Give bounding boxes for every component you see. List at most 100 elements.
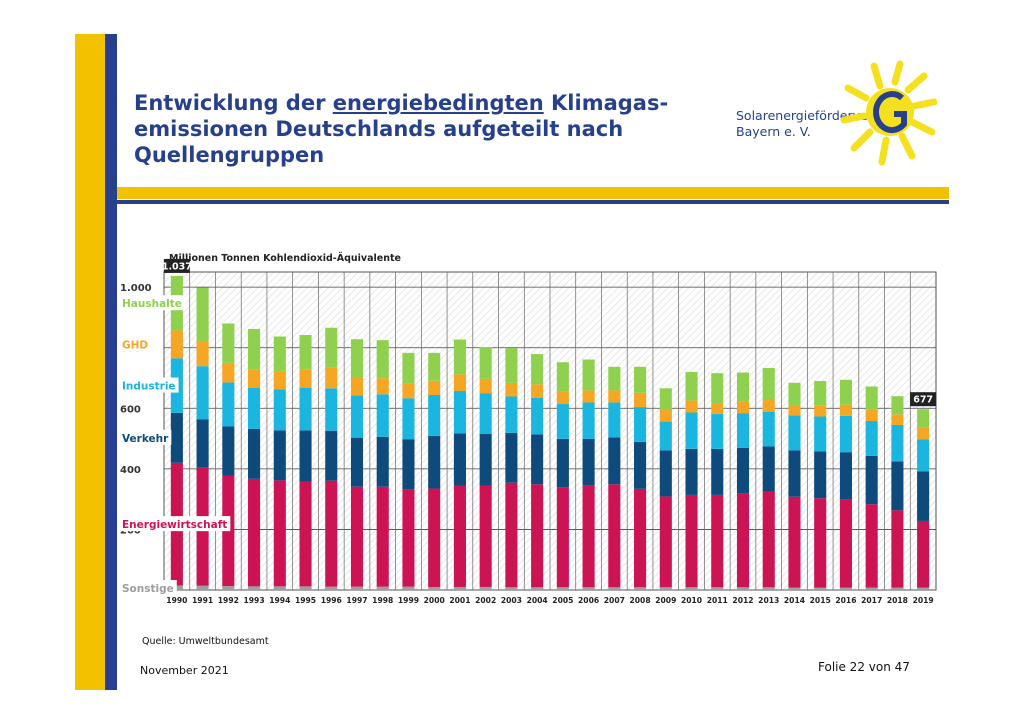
x-tick-label: 2015 [810, 596, 831, 605]
x-tick-label: 2005 [552, 596, 573, 605]
bar-segment-sonstige [376, 586, 389, 590]
x-tick-label: 2012 [732, 596, 753, 605]
bar-segment-verkehr [917, 471, 930, 521]
bar-segment-industrie [814, 416, 827, 452]
bar-segment-sonstige [762, 587, 775, 590]
header-rule-yellow [117, 187, 949, 199]
x-tick-label: 2007 [604, 596, 625, 605]
bar-segment-industrie [865, 421, 878, 456]
bar-segment-energiewirtschaft [788, 496, 801, 588]
bar-segment-ghd [479, 378, 492, 394]
bar-segment-energiewirtschaft [325, 480, 338, 587]
bar-segment-industrie [762, 411, 775, 447]
bar-segment-industrie [248, 387, 261, 429]
bar-segment-haushalte [891, 396, 904, 415]
bar-segment-industrie [273, 389, 286, 431]
bar-segment-sonstige [839, 587, 852, 590]
footer-page-number: Folie 22 von 47 [818, 660, 910, 674]
bar-segment-industrie [479, 393, 492, 435]
bar-segment-sonstige [170, 585, 183, 590]
bar-segment-energiewirtschaft [531, 484, 544, 588]
bar-segment-haushalte [402, 352, 415, 384]
bar-segment-ghd [273, 371, 286, 390]
legend-label-energiewirtschaft: Energiewirtschaft [122, 519, 227, 531]
bar-segment-ghd [634, 392, 647, 408]
bar-segment-energiewirtschaft [634, 488, 647, 588]
bar-segment-sonstige [556, 587, 569, 590]
x-tick-label: 2010 [681, 596, 702, 605]
bar-segment-ghd [531, 384, 544, 398]
bar-segment-haushalte [325, 327, 338, 368]
bar-segment-verkehr [196, 419, 209, 468]
bar-segment-sonstige [325, 586, 338, 590]
bar-segment-sonstige [814, 587, 827, 590]
bar-segment-verkehr [350, 437, 364, 487]
bar-segment-sonstige [582, 587, 595, 590]
bar-segment-haushalte [299, 334, 312, 370]
bar-segment-verkehr [865, 455, 878, 505]
bar-segment-energiewirtschaft [814, 498, 827, 588]
bar-segment-industrie [788, 415, 801, 451]
bar-segment-energiewirtschaft [428, 488, 441, 587]
bar-segment-ghd [865, 409, 878, 422]
bar-segment-energiewirtschaft [582, 485, 595, 588]
legend-label-bg [119, 429, 172, 445]
bar-segment-sonstige [634, 587, 647, 590]
x-tick-label: 1996 [321, 596, 342, 605]
bar-segment-haushalte [505, 348, 518, 383]
bar-segment-industrie [325, 388, 338, 431]
bar-segment-verkehr [428, 435, 441, 489]
bar-segment-verkehr [891, 461, 904, 511]
bar-segment-verkehr [685, 448, 698, 495]
bar-segment-energiewirtschaft [453, 485, 466, 587]
total-badge [163, 258, 190, 273]
bar-segment-energiewirtschaft [402, 489, 415, 587]
bar-segment-energiewirtschaft [556, 487, 569, 588]
bar-segment-ghd [736, 401, 750, 414]
bar-segment-ghd [685, 400, 698, 413]
bar-segment-haushalte [582, 359, 595, 391]
bar-segment-sonstige [505, 587, 518, 590]
bar-segment-haushalte [531, 354, 544, 385]
x-tick-label: 2003 [501, 596, 522, 605]
bar-segment-haushalte [736, 372, 750, 402]
legend-label-bg [119, 295, 185, 311]
bar-segment-sonstige [222, 586, 235, 590]
bar-segment-haushalte [350, 339, 364, 378]
bar-segment-sonstige [711, 587, 724, 590]
bar-segment-haushalte [711, 373, 724, 404]
bar-segment-industrie [634, 407, 647, 442]
bar-segment-verkehr [608, 437, 621, 485]
legend-label-haushalte: Haushalte [122, 298, 182, 310]
bar-segment-sonstige [608, 587, 621, 590]
legend-label-bg [119, 336, 152, 352]
bar-segment-haushalte [917, 409, 930, 428]
x-tick-label: 1999 [398, 596, 419, 605]
bar-segment-haushalte [788, 382, 801, 406]
bar-segment-ghd [325, 367, 338, 389]
bar-segment-verkehr [505, 432, 518, 483]
x-tick-label: 1998 [372, 596, 393, 605]
bar-segment-sonstige [891, 587, 904, 590]
total-badge [910, 392, 937, 407]
bar-segment-ghd [402, 383, 415, 399]
bar-segment-sonstige [479, 586, 492, 590]
bar-segment-sonstige [685, 587, 698, 590]
x-tick-label: 2000 [424, 596, 445, 605]
bar-segment-industrie [608, 402, 621, 438]
bar-segment-sonstige [788, 587, 801, 590]
title-part-2: Klimagas-emissionen Deutschlands aufgete… [134, 91, 669, 167]
bar-segment-ghd [428, 380, 441, 395]
bar-segment-ghd [505, 382, 518, 397]
legend-label-verkehr: Verkehr [122, 433, 169, 445]
bar-segment-industrie [222, 382, 235, 427]
x-tick-label: 1995 [295, 596, 316, 605]
x-tick-label: 2002 [475, 596, 496, 605]
bar-segment-ghd [582, 390, 595, 403]
bar-segment-energiewirtschaft [736, 493, 750, 588]
bar-segment-ghd [248, 369, 261, 388]
bar-segment-sonstige [917, 587, 930, 590]
bar-segment-verkehr [376, 436, 389, 487]
x-tick-label: 2014 [784, 596, 805, 605]
unit-label: Millionen Tonnen Kohlendioxid-Äquivalent… [169, 253, 401, 264]
